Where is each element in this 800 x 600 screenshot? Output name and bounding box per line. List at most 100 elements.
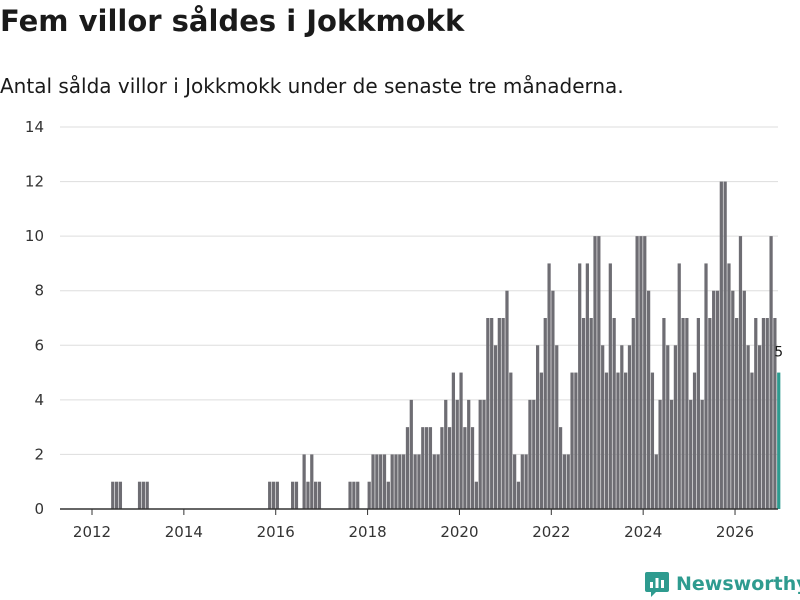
- bar: [696, 318, 700, 509]
- x-tick-label: 2014: [165, 523, 203, 541]
- bar: [409, 399, 413, 509]
- bar: [528, 399, 532, 509]
- bar: [616, 372, 620, 509]
- bar: [444, 399, 448, 509]
- bar: [386, 481, 390, 509]
- latest-value-label: 5: [774, 345, 783, 361]
- bar: [302, 454, 306, 509]
- bar: [685, 318, 689, 509]
- bar: [669, 399, 674, 509]
- x-tick-label: 2022: [532, 523, 570, 541]
- bar-chart: 0 2 4 6 8 10 12 14 2012 2014 2016 2018 2020 2022 2024…: [25, 118, 783, 541]
- bar: [467, 399, 471, 509]
- bar: [742, 290, 746, 509]
- bar: [589, 318, 593, 509]
- y-axis-labels: 0 2 4 6 8 10 12 14: [25, 118, 44, 518]
- bar: [348, 481, 352, 509]
- bar: [562, 454, 567, 509]
- bar: [715, 290, 720, 509]
- bar: [581, 318, 586, 509]
- bar: [712, 290, 716, 509]
- bar: [356, 481, 360, 509]
- bar: [757, 345, 762, 509]
- bar: [624, 372, 628, 509]
- bar: [700, 399, 704, 509]
- bar: [738, 236, 743, 509]
- bar: [620, 345, 624, 509]
- bar: [402, 454, 406, 509]
- bar: [673, 345, 678, 509]
- bar: [470, 427, 475, 509]
- bar: [704, 263, 708, 509]
- y-tick-label: 12: [25, 173, 44, 191]
- bar: [601, 345, 605, 509]
- bar: [271, 481, 276, 509]
- bar: [578, 263, 582, 509]
- bar: [313, 481, 318, 509]
- bar: [505, 290, 509, 509]
- y-tick-label: 6: [34, 336, 44, 354]
- bar: [677, 263, 681, 509]
- bar: [516, 481, 521, 509]
- x-tick-label: 2012: [73, 523, 111, 541]
- bar: [612, 318, 616, 509]
- bar: [666, 345, 670, 509]
- bar: [405, 427, 410, 509]
- bar: [394, 454, 398, 509]
- bar: [421, 427, 425, 509]
- bar: [597, 236, 601, 509]
- bar: [539, 372, 544, 509]
- bar: [727, 263, 731, 509]
- bar: [723, 181, 727, 509]
- bars: [111, 181, 781, 509]
- chart-subtitle: Antal sålda villor i Jokkmokk under de s…: [0, 74, 624, 98]
- bar: [463, 427, 467, 509]
- bar: [478, 399, 482, 509]
- bar: [708, 318, 712, 509]
- bar: [513, 454, 517, 509]
- bar: [574, 372, 578, 509]
- bar: [524, 454, 528, 509]
- bar: [268, 481, 272, 509]
- bar: [137, 481, 142, 509]
- y-tick-label: 0: [34, 500, 44, 518]
- bar: [558, 427, 563, 509]
- bar: [379, 454, 383, 509]
- bar: [413, 454, 417, 509]
- bar: [114, 481, 119, 509]
- bar: [650, 372, 655, 509]
- bar: [390, 454, 394, 509]
- bar: [639, 236, 643, 509]
- bar: [566, 454, 570, 509]
- bar: [681, 318, 685, 509]
- bar: [482, 399, 486, 509]
- bar: [382, 454, 387, 509]
- bar: [310, 454, 314, 509]
- bar: [631, 318, 635, 509]
- bar: [692, 372, 697, 509]
- bar: [773, 318, 777, 509]
- y-tick-label: 14: [25, 118, 44, 136]
- bar: [417, 454, 421, 509]
- y-tick-label: 10: [25, 227, 44, 245]
- bar: [432, 454, 436, 509]
- bar: [570, 372, 574, 509]
- bar: [658, 399, 662, 509]
- bar: [493, 345, 498, 509]
- bar: [490, 318, 494, 509]
- bar: [593, 236, 597, 509]
- bar: [455, 399, 459, 509]
- bar: [509, 372, 513, 509]
- newsworthy-logo-icon: [645, 572, 669, 597]
- x-tick-label: 2016: [257, 523, 295, 541]
- y-tick-label: 4: [34, 391, 44, 409]
- bar: [750, 372, 754, 509]
- bar: [451, 372, 456, 509]
- bar: [555, 345, 559, 509]
- bar: [447, 427, 452, 509]
- bar: [769, 236, 773, 509]
- bar: [111, 481, 115, 509]
- bar: [501, 318, 505, 509]
- bar: [761, 318, 766, 509]
- bar: [436, 454, 440, 509]
